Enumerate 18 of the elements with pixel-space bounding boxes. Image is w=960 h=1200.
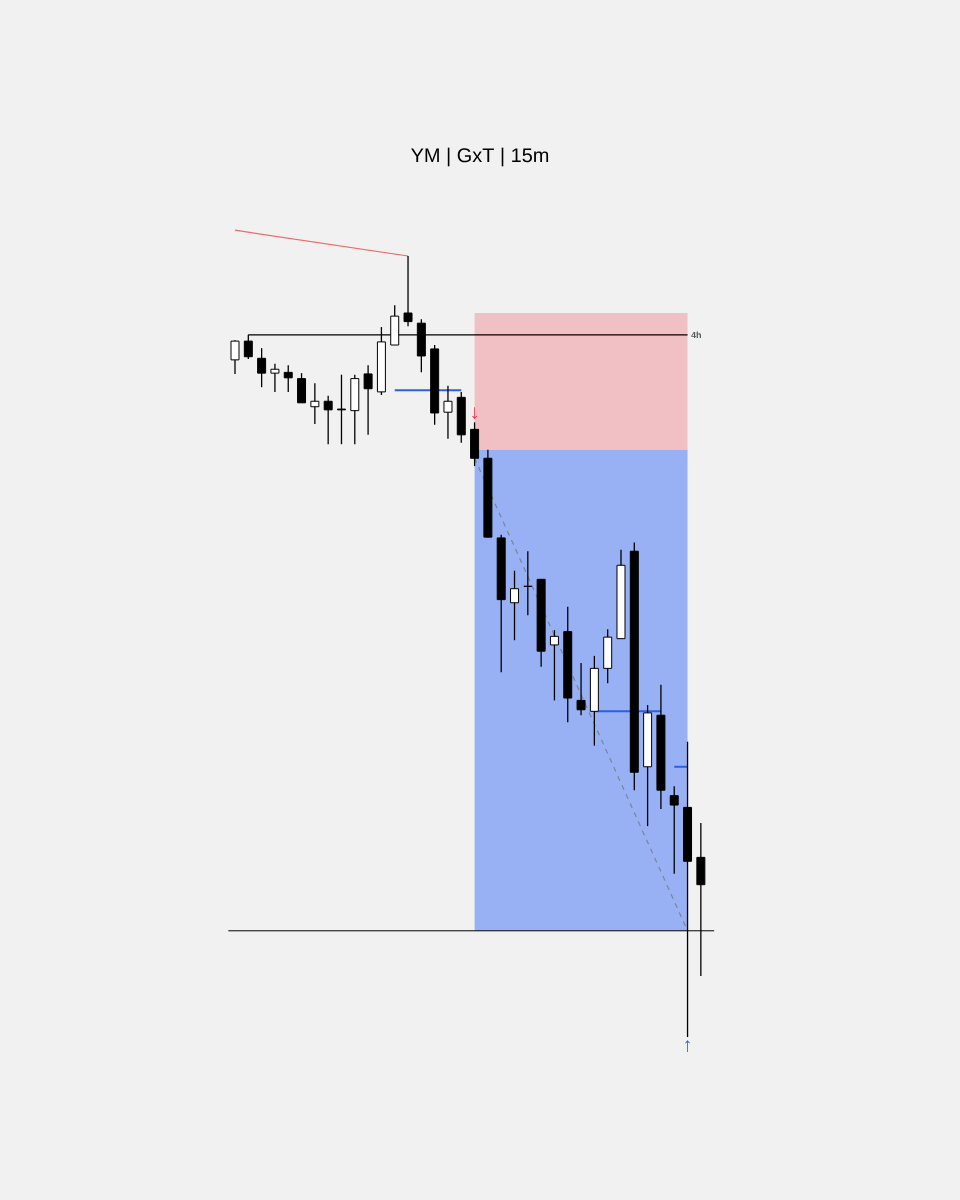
candlestick <box>283 364 293 393</box>
candlestick <box>230 339 240 375</box>
candlestick <box>669 785 679 875</box>
candlestick <box>576 662 586 716</box>
candlestick <box>323 395 333 445</box>
candlestick <box>363 364 373 436</box>
series-label: 4h <box>691 331 701 339</box>
text: ↑ <box>685 1040 690 1052</box>
candlestick <box>549 629 559 702</box>
chart-subtitle: YM | GxT | 15m <box>411 147 549 167</box>
candlestick <box>510 570 519 641</box>
candlestick <box>336 374 346 445</box>
candlestick <box>403 255 413 327</box>
candlestick <box>310 382 320 425</box>
candlestick <box>270 363 280 393</box>
annotation: ↓ <box>472 407 477 420</box>
candlestick <box>257 347 267 388</box>
candlestick <box>443 384 453 440</box>
